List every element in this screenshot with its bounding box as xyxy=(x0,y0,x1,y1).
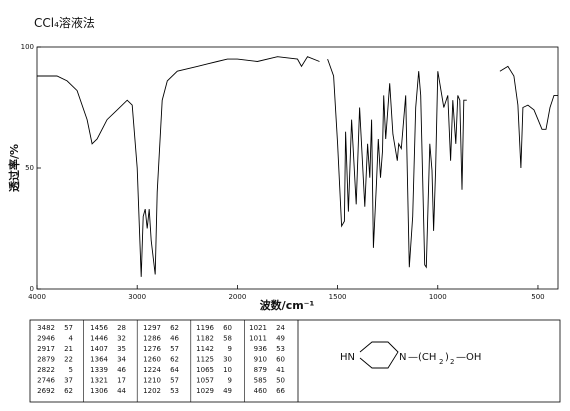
peak-wavenumber: 1339 xyxy=(90,366,108,374)
peak-transmittance: 57 xyxy=(170,377,179,385)
structure xyxy=(359,341,399,369)
peak-wavenumber: 2692 xyxy=(37,387,55,395)
peak-transmittance: 49 xyxy=(276,335,285,343)
peak-wavenumber: 1224 xyxy=(143,366,161,374)
peak-wavenumber: 1142 xyxy=(196,345,214,353)
peak-wavenumber: 1065 xyxy=(196,366,214,374)
peak-wavenumber: 1202 xyxy=(143,387,161,395)
peak-wavenumber: 2879 xyxy=(37,356,55,364)
peak-wavenumber: 1029 xyxy=(196,387,214,395)
peak-wavenumber: 936 xyxy=(254,345,268,353)
peak-wavenumber: 1306 xyxy=(90,387,108,395)
chain: —(CH xyxy=(408,352,436,363)
peak-transmittance: 32 xyxy=(117,335,126,343)
peak-wavenumber: 1446 xyxy=(90,335,108,343)
peak-wavenumber: 1456 xyxy=(90,324,108,332)
peak-transmittance: 24 xyxy=(276,324,285,332)
peak-transmittance: 46 xyxy=(170,335,179,343)
peak-wavenumber: 1021 xyxy=(249,324,267,332)
peak-wavenumber: 1297 xyxy=(143,324,161,332)
x-tick-label: 500 xyxy=(531,293,544,301)
peak-transmittance: 62 xyxy=(64,387,73,395)
peak-wavenumber: 910 xyxy=(254,356,267,364)
peak-transmittance: 50 xyxy=(276,377,285,385)
peak-transmittance: 62 xyxy=(170,324,179,332)
oh: —OH xyxy=(456,352,481,363)
peak-transmittance: 57 xyxy=(64,324,73,332)
peak-wavenumber: 1210 xyxy=(143,377,161,385)
peak-transmittance: 34 xyxy=(117,356,126,364)
peak-transmittance: 5 xyxy=(69,366,73,374)
peak-wavenumber: 2822 xyxy=(37,366,55,374)
peak-transmittance: 30 xyxy=(223,356,232,364)
peak-wavenumber: 460 xyxy=(254,387,267,395)
peak-transmittance: 28 xyxy=(117,324,126,332)
plot-frame xyxy=(36,46,559,290)
peak-transmittance: 37 xyxy=(64,377,73,385)
peak-transmittance: 22 xyxy=(64,356,73,364)
peak-transmittance: 66 xyxy=(276,387,285,395)
n-atom: N xyxy=(399,352,406,363)
structure-text: HN N —(CH 2 ) 2 —OH xyxy=(340,352,481,366)
peak-wavenumber: 2946 xyxy=(37,335,55,343)
x-tick-label: 2000 xyxy=(228,293,246,301)
table-frame xyxy=(29,319,561,403)
peak-transmittance: 58 xyxy=(223,335,232,343)
peak-wavenumber: 1057 xyxy=(196,377,214,385)
peak-transmittance: 49 xyxy=(223,387,232,395)
peak-transmittance: 17 xyxy=(117,377,126,385)
nh: HN xyxy=(340,352,355,363)
ring xyxy=(359,341,399,369)
peak-transmittance: 9 xyxy=(228,345,232,353)
peak-transmittance: 60 xyxy=(276,356,285,364)
peak-transmittance: 53 xyxy=(276,345,285,353)
x-tick-label: 1500 xyxy=(329,293,347,301)
spectrum xyxy=(37,56,558,277)
peak-wavenumber: 1364 xyxy=(90,356,108,364)
chain: ) xyxy=(445,352,449,363)
y-axis-label: 透过率/% xyxy=(7,144,21,192)
peak-wavenumber: 2746 xyxy=(37,377,55,385)
y-tick-label: 100 xyxy=(21,43,34,51)
peak-wavenumber: 1125 xyxy=(196,356,214,364)
peak-transmittance: 57 xyxy=(170,345,179,353)
x-axis-label: 波数/cm⁻¹ xyxy=(260,298,315,312)
x-tick-label: 3000 xyxy=(128,293,146,301)
peak-wavenumber: 2917 xyxy=(37,345,55,353)
peak-transmittance: 46 xyxy=(117,366,126,374)
peak-transmittance: 4 xyxy=(69,335,74,343)
peak-wavenumber: 1196 xyxy=(196,324,214,332)
peak-wavenumber: 1286 xyxy=(143,335,161,343)
chart-title: CCl₄溶液法 xyxy=(34,15,95,30)
peak-wavenumber: 1321 xyxy=(90,377,108,385)
x-tick-label: 1000 xyxy=(429,293,447,301)
peak-transmittance: 44 xyxy=(117,387,126,395)
peak-transmittance: 35 xyxy=(117,345,126,353)
peak-transmittance: 10 xyxy=(223,366,232,374)
peak-wavenumber: 1260 xyxy=(143,356,161,364)
peak-wavenumber: 1407 xyxy=(90,345,108,353)
subscript: 2 xyxy=(439,358,443,366)
peak-transmittance: 64 xyxy=(170,366,179,374)
peak-transmittance: 60 xyxy=(223,324,232,332)
y-tick-label: 50 xyxy=(25,164,34,172)
peak-wavenumber: 585 xyxy=(254,377,267,385)
peak-wavenumber: 1011 xyxy=(249,335,267,343)
peak-wavenumber: 3482 xyxy=(37,324,55,332)
subscript: 2 xyxy=(450,358,454,366)
peak-wavenumber: 879 xyxy=(254,366,267,374)
peak-wavenumber: 1276 xyxy=(143,345,161,353)
peak-wavenumber: 1182 xyxy=(196,335,214,343)
peak-transmittance: 41 xyxy=(276,366,285,374)
peak-transmittance: 9 xyxy=(228,377,232,385)
y-tick-label: 0 xyxy=(30,285,34,293)
x-tick-label: 4000 xyxy=(28,293,46,301)
peak-transmittance: 21 xyxy=(64,345,73,353)
peak-transmittance: 53 xyxy=(170,387,179,395)
peak-transmittance: 62 xyxy=(170,356,179,364)
